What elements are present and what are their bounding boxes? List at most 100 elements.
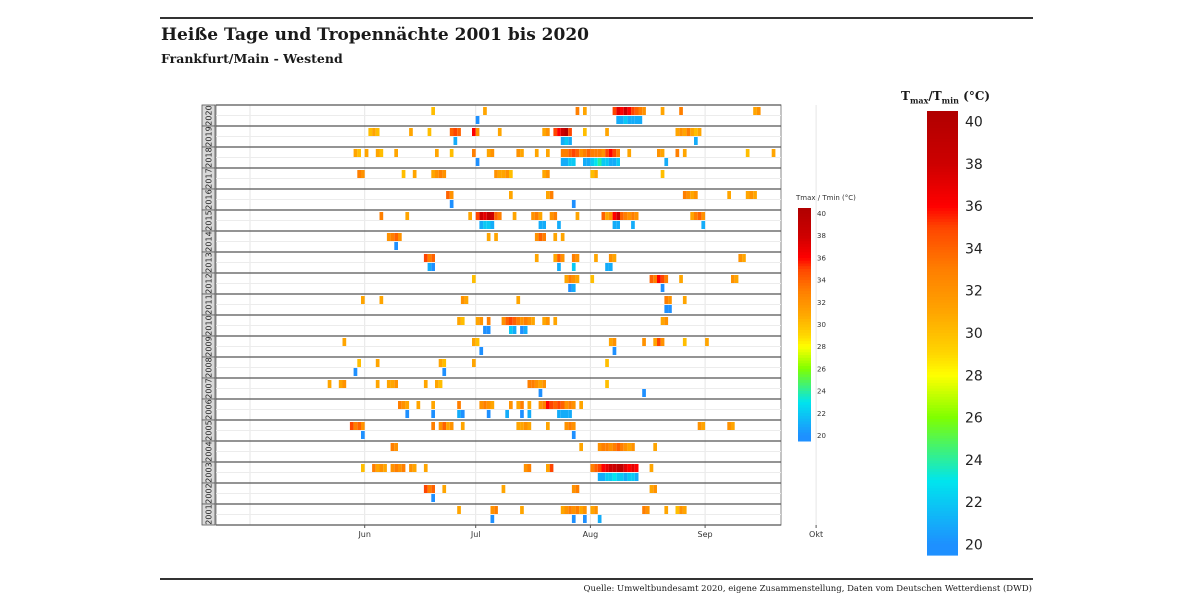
small-legend-swatch (798, 257, 811, 262)
small-legend-swatch (798, 368, 811, 373)
legend-swatch (927, 194, 958, 198)
hot-day-cell (405, 401, 410, 409)
hot-day-cell (645, 506, 650, 514)
small-legend-swatch (798, 377, 811, 381)
hot-day-cell (479, 212, 484, 220)
legend-swatch (927, 488, 958, 492)
small-legend-swatch (798, 327, 811, 331)
hot-day-cell (538, 401, 543, 409)
hot-day-cell (538, 233, 543, 241)
small-legend-swatch (798, 424, 811, 428)
hot-day-cell (579, 149, 583, 157)
hot-day-cell (383, 464, 387, 472)
hot-day-cell (657, 149, 661, 157)
hot-day-cell (601, 149, 606, 157)
hot-day-cell (590, 506, 595, 514)
hot-day-cell (375, 464, 380, 472)
hot-day-cell (520, 422, 524, 430)
small-legend-swatch (798, 285, 811, 289)
hot-day-cell (694, 128, 698, 136)
small-legend-swatch (798, 418, 811, 423)
hot-day-cell (497, 212, 502, 220)
small-legend-tick: 22 (817, 410, 826, 418)
legend-swatch (927, 419, 958, 423)
hot-day-cell (364, 149, 369, 157)
year-panel: 2004 (201, 440, 781, 463)
legend-swatch (927, 208, 958, 212)
small-legend-swatch (798, 410, 811, 414)
small-legend-swatch (798, 249, 811, 253)
hot-day-cell (590, 170, 595, 178)
hot-day-cell (549, 212, 554, 220)
x-tick-label: Jul (470, 530, 481, 539)
tropical-night-cell (668, 305, 672, 313)
hot-day-cell (401, 464, 406, 472)
hot-day-cell (568, 128, 572, 136)
small-legend-swatch (798, 213, 811, 217)
year-label: 2013 (205, 252, 214, 272)
hot-day-cell (668, 296, 672, 304)
hot-day-cell (494, 233, 498, 241)
hot-day-cell (649, 464, 654, 472)
small-legend-swatch (798, 371, 811, 375)
small-legend-swatch (798, 388, 811, 392)
tropical-night-cell (505, 410, 509, 418)
hot-day-cell (490, 401, 495, 409)
hot-day-cell (509, 317, 513, 325)
hot-day-cell (490, 506, 495, 514)
legend-swatch (927, 319, 958, 323)
hot-day-cell (701, 422, 706, 430)
hot-day-cell (616, 107, 620, 115)
tropical-night-cell (483, 326, 487, 334)
hot-day-cell (520, 149, 524, 157)
legend-swatch (927, 185, 958, 190)
year-label: 2009 (205, 336, 214, 356)
year-label: 2012 (205, 273, 214, 293)
hot-day-cell (564, 275, 569, 283)
tropical-night-cell (542, 221, 546, 229)
legend-swatch (927, 224, 958, 229)
legend-swatch (927, 277, 958, 281)
legend-swatch (927, 391, 958, 395)
hot-day-cell (571, 275, 576, 283)
legend-swatch (927, 310, 958, 315)
hot-day-cell (534, 380, 539, 388)
small-legend-swatch (798, 230, 811, 234)
tropical-night-cell (483, 221, 487, 229)
page-title: Heiße Tage und Tropennächte 2001 bis 202… (161, 25, 589, 45)
hot-day-cell (531, 317, 535, 325)
legend-swatch (927, 543, 958, 548)
hot-day-cell (390, 443, 395, 451)
legend-swatch (927, 141, 958, 145)
hot-day-cell (756, 107, 761, 115)
hot-day-cell (353, 149, 358, 157)
hot-day-cell (546, 191, 550, 199)
small-legend-swatch (798, 216, 811, 220)
hot-day-cell (675, 506, 680, 514)
tropical-night-cell (564, 158, 569, 166)
small-legend-swatch (798, 235, 811, 240)
hot-day-cell (423, 485, 428, 493)
hot-day-cell (594, 464, 598, 472)
year-strip (201, 503, 216, 526)
hot-day-cell (660, 149, 665, 157)
legend-swatch (927, 296, 958, 301)
small-legend-tick: 28 (817, 343, 826, 351)
small-legend-swatch (798, 324, 811, 328)
small-legend-swatch (798, 271, 811, 276)
hot-day-cell (631, 443, 635, 451)
year-panel: 2011 (201, 293, 781, 316)
tropical-night-cell (557, 263, 561, 271)
tropical-night-cell (560, 158, 565, 166)
small-legend-swatch (798, 274, 811, 278)
hot-day-cell (361, 464, 365, 472)
small-legend-swatch (798, 399, 811, 403)
small-legend-tick: 38 (817, 232, 826, 240)
hot-day-cell (512, 212, 517, 220)
legend-swatch (927, 493, 958, 498)
hot-day-cell (446, 191, 450, 199)
hot-day-cell (327, 380, 332, 388)
tropical-night-cell (616, 116, 620, 124)
hot-day-cell (616, 464, 620, 472)
tropical-night-cell (479, 221, 484, 229)
